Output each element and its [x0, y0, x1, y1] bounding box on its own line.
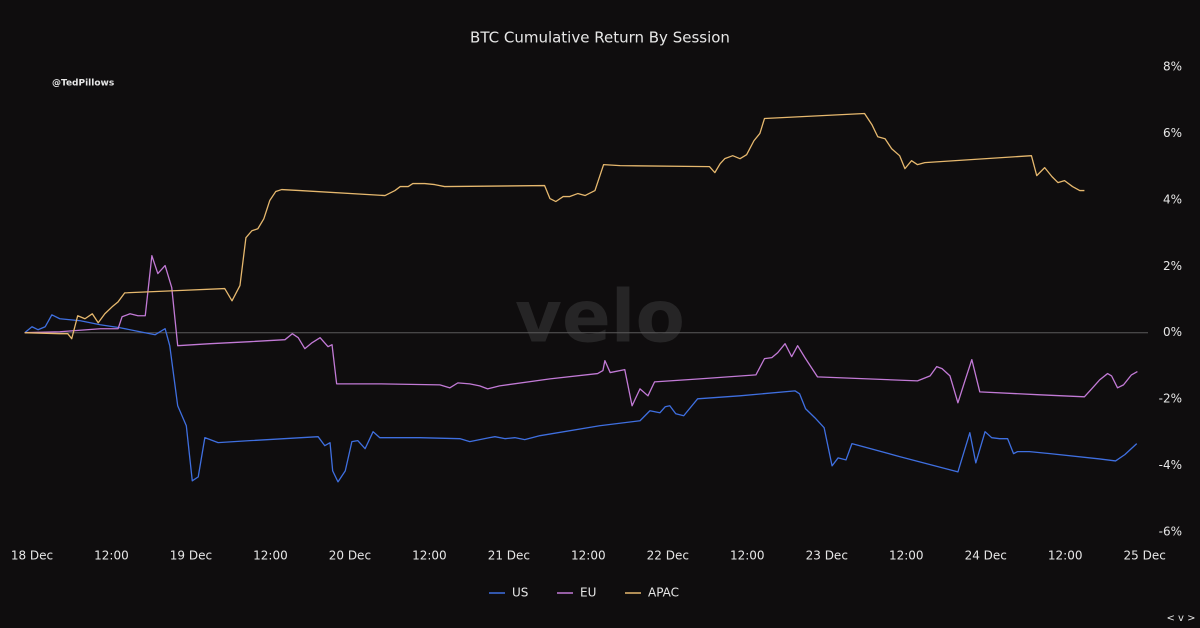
y-tick-label: 6%: [1163, 126, 1182, 140]
x-tick-label: 12:00: [730, 549, 765, 563]
y-tick-label: 4%: [1163, 192, 1182, 206]
series-line: [24, 314, 1138, 483]
y-tick-label: 8%: [1163, 60, 1182, 74]
series-line: [24, 255, 1138, 407]
x-tick-label: 20 Dec: [329, 549, 371, 563]
y-tick-label: -6%: [1159, 525, 1182, 539]
x-tick-label: 19 Dec: [170, 549, 212, 563]
x-tick-label: 12:00: [571, 549, 606, 563]
legend-label: APAC: [648, 586, 679, 600]
chart-title: BTC Cumulative Return By Session: [470, 29, 730, 47]
x-tick-label: 21 Dec: [488, 549, 530, 563]
y-tick-label: -4%: [1159, 458, 1182, 472]
x-tick-label: 12:00: [412, 549, 447, 563]
y-tick-label: 2%: [1163, 259, 1182, 273]
x-tick-label: 23 Dec: [806, 549, 848, 563]
x-tick-label: 12:00: [1048, 549, 1083, 563]
x-tick-label: 12:00: [253, 549, 288, 563]
x-tick-label: 12:00: [94, 549, 129, 563]
y-tick-label: 0%: [1163, 325, 1182, 339]
series-line: [24, 112, 1085, 340]
x-tick-label: 12:00: [889, 549, 924, 563]
x-tick-label: 25 Dec: [1124, 549, 1166, 563]
navigation-control[interactable]: < v >: [1166, 613, 1195, 624]
watermark: velo: [515, 275, 685, 359]
source-handle: @TedPillows: [52, 79, 114, 89]
x-tick-label: 18 Dec: [11, 549, 53, 563]
x-tick-label: 22 Dec: [647, 549, 689, 563]
legend-label: EU: [580, 586, 596, 600]
y-tick-label: -2%: [1159, 392, 1182, 406]
legend-label: US: [512, 586, 528, 600]
x-tick-label: 24 Dec: [965, 549, 1007, 563]
